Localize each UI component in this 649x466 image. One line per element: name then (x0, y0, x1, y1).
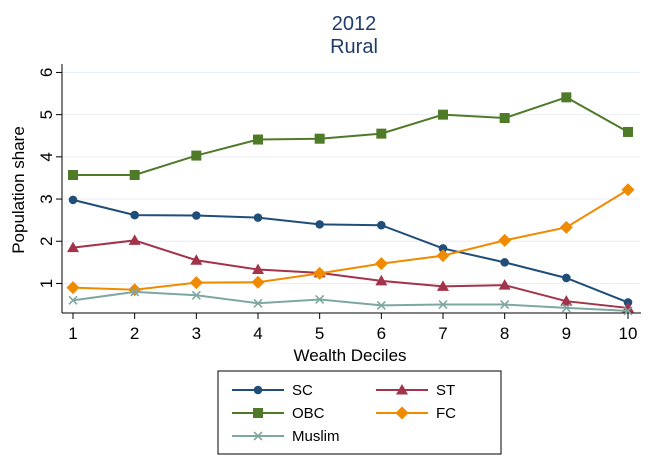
data-point-st (252, 263, 264, 275)
legend-item-sc: SC (232, 382, 313, 399)
data-point-st (375, 274, 388, 286)
series-sc (68, 195, 633, 307)
data-point-fc (251, 275, 265, 289)
data-point-muslim (500, 299, 510, 310)
grid-lines (63, 71, 640, 284)
data-point-st (128, 234, 141, 245)
y-tick-label: 4 (37, 152, 56, 161)
x-tick-label: 4 (253, 324, 262, 343)
data-point-fc (621, 183, 635, 197)
data-point-obc (314, 133, 325, 144)
y-tick-label: 1 (37, 279, 56, 288)
y-tick-label: 2 (37, 237, 56, 246)
data-point-sc (562, 273, 571, 283)
data-point-obc (438, 109, 448, 120)
data-point-st (560, 295, 573, 306)
data-point-fc (374, 257, 388, 271)
data-point-fc (66, 281, 80, 295)
series-line-fc (72, 188, 629, 291)
chart-subtitle: Rural (330, 36, 378, 58)
data-point-sc (130, 210, 139, 220)
data-point-sc (377, 220, 386, 230)
data-point-fc (436, 249, 450, 263)
data-point-obc (68, 169, 78, 180)
x-tick-label: 5 (315, 324, 324, 343)
y-tick-label: 5 (37, 110, 56, 119)
x-tick-label: 7 (438, 324, 447, 343)
y-tick-label: 3 (37, 194, 56, 203)
x-tick-label: 8 (500, 324, 509, 343)
legend-marker-fc (395, 406, 409, 420)
y-axis-ticks: 1 2 3 4 5 6 (37, 68, 62, 288)
data-point-st (67, 241, 79, 253)
data-point-fc (313, 266, 327, 280)
data-point-sc (500, 258, 509, 267)
data-point-obc (376, 128, 387, 139)
series-line-muslim (72, 290, 629, 312)
data-point-obc (499, 113, 510, 124)
data-point-muslim (68, 295, 78, 305)
series-line-obc (73, 96, 629, 176)
data-point-obc (129, 169, 140, 180)
data-point-sc (68, 195, 78, 205)
legend-marker-sc (253, 385, 263, 395)
y-axis-title: Population share (9, 126, 28, 254)
legend-item-obc: OBC (232, 405, 325, 422)
legend-label-obc: OBC (292, 405, 325, 422)
chart-title: 2012 (332, 13, 377, 35)
x-tick-label: 3 (192, 324, 201, 343)
x-tick-label: 9 (562, 324, 571, 343)
data-point-sc (192, 211, 201, 220)
series-layer (66, 92, 635, 316)
data-point-muslim (253, 298, 263, 308)
series-obc (68, 92, 633, 180)
data-point-obc (253, 134, 263, 145)
x-tick-label: 2 (130, 324, 139, 343)
data-point-st (190, 254, 203, 265)
data-point-muslim (376, 300, 386, 310)
data-point-sc (315, 220, 324, 229)
series-fc (66, 183, 635, 297)
data-point-obc (191, 150, 202, 161)
data-point-fc (498, 233, 512, 247)
data-point-sc (253, 213, 263, 222)
data-point-muslim (623, 306, 633, 316)
legend-label-st: ST (436, 382, 455, 399)
data-point-obc (561, 92, 572, 103)
series-line-sc (72, 198, 629, 304)
x-tick-label: 6 (377, 324, 386, 343)
x-axis-ticks: 1 2 3 4 5 6 7 8 9 10 (68, 313, 637, 343)
data-point-obc (623, 126, 633, 137)
legend-item-fc: FC (376, 405, 456, 422)
series-muslim (68, 287, 633, 316)
x-axis-title: Wealth Deciles (293, 346, 406, 365)
data-point-muslim (191, 290, 201, 300)
legend-marker-st (396, 384, 408, 395)
legend-marker-muslim (253, 431, 263, 441)
data-point-sc (438, 244, 448, 253)
legend: SC ST OBC FC Muslim (232, 382, 456, 445)
series-line-st (72, 239, 629, 309)
legend-item-st: ST (376, 382, 455, 399)
data-point-muslim (438, 299, 448, 310)
legend-label-muslim: Muslim (292, 428, 340, 445)
legend-label-fc: FC (436, 405, 456, 422)
x-tick-label: 10 (619, 324, 638, 343)
x-tick-label: 1 (68, 324, 77, 343)
legend-item-muslim: Muslim (232, 428, 340, 445)
data-point-fc (128, 283, 142, 297)
data-point-st (498, 279, 511, 290)
legend-marker-obc (253, 408, 263, 418)
data-point-fc (559, 220, 573, 234)
legend-label-sc: SC (292, 382, 313, 399)
data-point-muslim (130, 287, 140, 297)
data-point-st (437, 280, 449, 291)
data-point-muslim (315, 294, 325, 305)
y-tick-label: 6 (37, 68, 56, 77)
data-point-fc (189, 276, 203, 290)
data-point-muslim (561, 303, 571, 313)
